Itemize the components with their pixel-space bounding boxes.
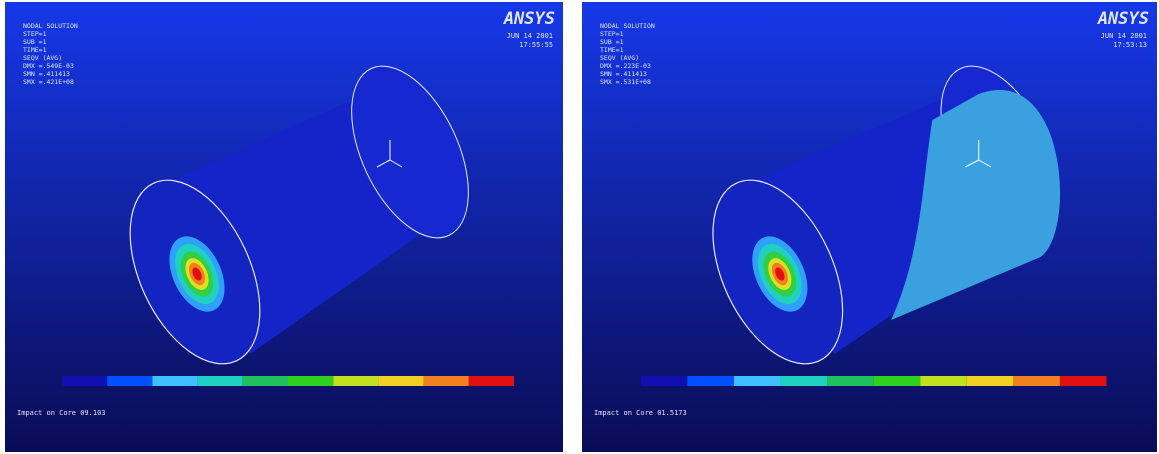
legend-swatch [641, 376, 688, 386]
legend-swatch [243, 376, 288, 386]
legend-swatch [1060, 376, 1107, 386]
legend-swatch [874, 376, 921, 386]
info-line: NODAL SOLUTION [600, 22, 655, 30]
legend-swatch [107, 376, 152, 386]
legend-swatch [780, 376, 827, 386]
legend-swatch [198, 376, 243, 386]
legend-swatch [424, 376, 469, 386]
info-line: NODAL SOLUTION [23, 22, 78, 30]
info-line: SEQV (AVG) [23, 54, 62, 62]
info-line: SMX =.531E+08 [600, 78, 651, 86]
legend-swatch [827, 376, 874, 386]
legend-swatch [62, 376, 107, 386]
date: JUN 14 2001 [1101, 32, 1147, 40]
logo: ANSYS [1097, 9, 1149, 29]
legend-swatch [152, 376, 197, 386]
info-line: SUB =1 [23, 38, 47, 46]
time: 17:53:13 [1113, 41, 1147, 49]
legend-swatch [967, 376, 1014, 386]
info-line: TIME=1 [23, 46, 47, 54]
info-line: SEQV (AVG) [600, 54, 639, 62]
legend-swatch [1013, 376, 1060, 386]
legend-swatch [920, 376, 967, 386]
info-line: SMX =.421E+08 [23, 78, 74, 86]
logo: ANSYS [503, 9, 555, 29]
footer: Impact on Core 01.5173 [594, 409, 687, 417]
screenshot: ANSYSJUN 14 200117:55:55NODAL SOLUTIONST… [0, 0, 1159, 454]
info-line: SUB =1 [600, 38, 624, 46]
footer: Impact on Core 09.103 [17, 409, 106, 417]
info-line: DMX =.549E-03 [23, 62, 74, 70]
info-line: STEP=1 [23, 30, 47, 38]
time: 17:55:55 [519, 41, 553, 49]
legend-swatch [378, 376, 423, 386]
info-line: SMN =.411413 [23, 70, 70, 78]
legend-swatch [288, 376, 333, 386]
info-line: DMX =.223E-03 [600, 62, 651, 70]
legend-swatch [469, 376, 514, 386]
date: JUN 14 2001 [507, 32, 553, 40]
info-line: STEP=1 [600, 30, 624, 38]
info-line: SMN =.411413 [600, 70, 647, 78]
legend-swatch [687, 376, 734, 386]
info-line: TIME=1 [600, 46, 624, 54]
legend-swatch [333, 376, 378, 386]
legend-swatch [734, 376, 781, 386]
